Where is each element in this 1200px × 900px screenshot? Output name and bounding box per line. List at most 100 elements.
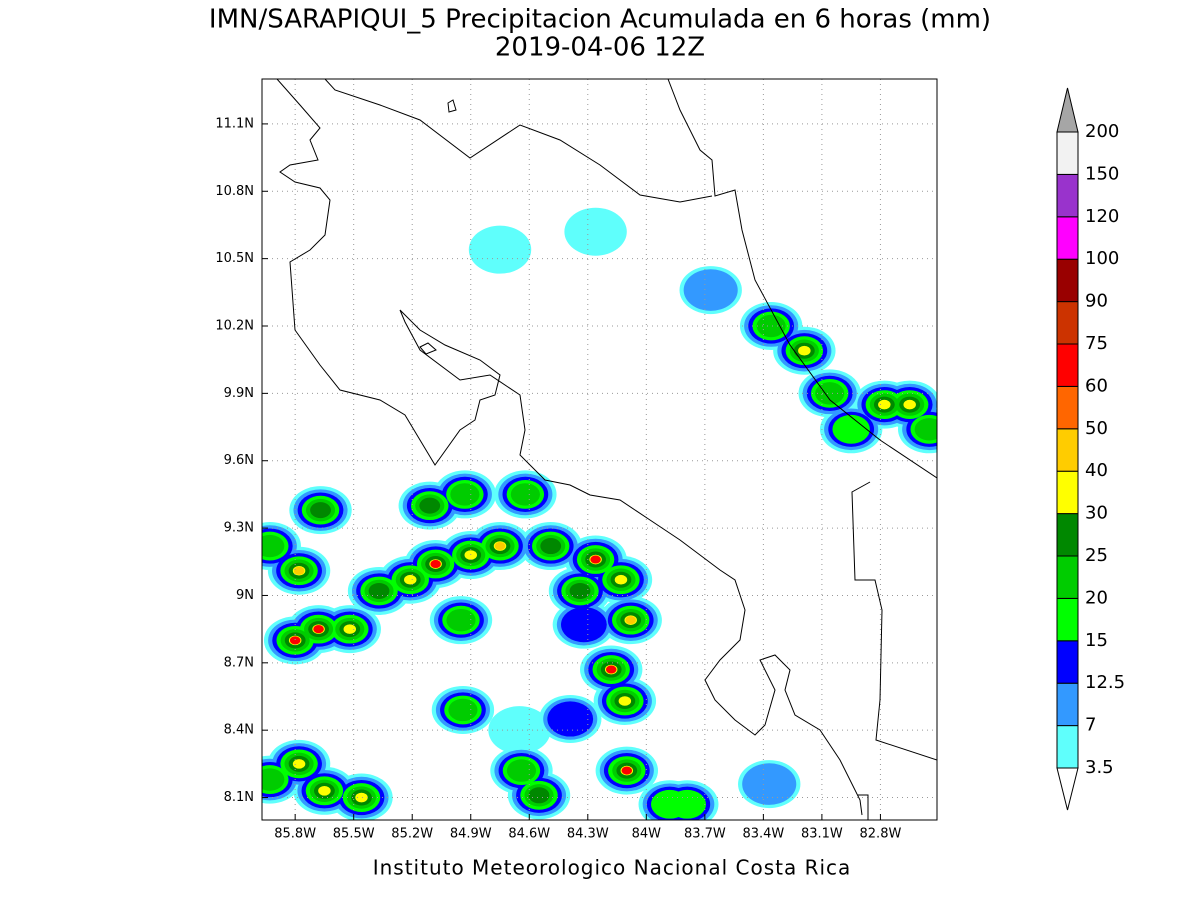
colorbar-label: 25 bbox=[1085, 545, 1108, 566]
precip-contour bbox=[614, 574, 628, 585]
precip-contour bbox=[450, 483, 480, 506]
coastlines bbox=[276, 79, 937, 820]
x-tick-label: 84.3W bbox=[567, 827, 609, 842]
x-tick-label: 84.9W bbox=[450, 827, 492, 842]
x-tick-label: 85.2W bbox=[391, 827, 433, 842]
precip-contour bbox=[368, 582, 390, 599]
y-tick-label: 8.4N bbox=[224, 723, 254, 738]
footer: Instituto Meteorologico Nacional Costa R… bbox=[373, 856, 852, 880]
colorbar: 3.5 7 12.5 15 20 25 30 40 50 60 75 90 100 120 150 200 bbox=[1056, 87, 1125, 811]
precip-contour bbox=[815, 382, 845, 405]
precip-contour bbox=[488, 706, 551, 755]
colorbar-label: 120 bbox=[1085, 206, 1119, 227]
colorbar-bin bbox=[1056, 555, 1079, 599]
y-tick-label: 8.7N bbox=[224, 655, 254, 670]
precip-contour bbox=[878, 399, 891, 410]
colorbar-label: 150 bbox=[1085, 163, 1119, 184]
colorbar-under bbox=[1056, 767, 1079, 811]
colorbar-bin bbox=[1056, 428, 1079, 472]
precip-contour bbox=[798, 345, 811, 356]
colorbar-bin bbox=[1056, 343, 1079, 387]
precip-contour bbox=[494, 542, 506, 551]
precip-contour bbox=[430, 560, 441, 569]
colorbar-bin bbox=[1056, 470, 1079, 515]
precip-contour bbox=[903, 399, 916, 410]
colorbar-bin bbox=[1056, 385, 1079, 430]
precip-contour bbox=[289, 636, 301, 645]
precip-contour bbox=[914, 418, 937, 441]
precip-contour bbox=[464, 550, 477, 560]
precip-contour bbox=[292, 759, 306, 769]
precip-contour bbox=[262, 534, 285, 558]
colorbar-bin bbox=[1056, 640, 1079, 684]
colorbar-label: 15 bbox=[1085, 630, 1108, 651]
y-tick-label: 8.1N bbox=[224, 790, 254, 805]
y-tick-label: 9.6N bbox=[224, 453, 254, 468]
y-tick-label: 10.2N bbox=[215, 319, 254, 334]
colorbar-bin bbox=[1056, 597, 1079, 642]
colorbar-label: 100 bbox=[1085, 248, 1119, 269]
precip-contour bbox=[313, 625, 324, 634]
colorbar-label: 75 bbox=[1085, 333, 1108, 354]
y-tick-label: 9.3N bbox=[224, 521, 254, 536]
colorbar-label: 3.5 bbox=[1085, 757, 1114, 778]
coastline bbox=[858, 794, 869, 820]
precip-contour bbox=[621, 766, 633, 775]
precip-contour bbox=[528, 787, 550, 804]
precip-contour bbox=[683, 269, 738, 311]
colorbar-bin bbox=[1056, 258, 1079, 303]
precip-contour bbox=[506, 759, 537, 782]
x-tick-label: 85.8W bbox=[274, 827, 316, 842]
colorbar-bin bbox=[1056, 131, 1079, 175]
colorbar-over bbox=[1056, 87, 1079, 133]
y-tick-label: 9N bbox=[236, 588, 254, 603]
coastline bbox=[276, 79, 863, 816]
colorbar-label: 40 bbox=[1085, 460, 1108, 481]
coastline bbox=[667, 79, 937, 479]
precip-contour bbox=[756, 314, 786, 338]
grid bbox=[262, 79, 937, 820]
colorbar-bin bbox=[1056, 301, 1079, 345]
y-tick-label: 10.8N bbox=[215, 184, 254, 199]
precip-contour bbox=[540, 538, 562, 555]
precip-contour bbox=[668, 789, 707, 819]
colorbar-label: 90 bbox=[1085, 291, 1108, 312]
y-tick-label: 11.1N bbox=[215, 116, 254, 131]
precip-contour bbox=[561, 607, 607, 643]
title: IMN/SARAPIQUI_5 Precipitacion Acumulada … bbox=[209, 5, 991, 35]
colorbar-label: 60 bbox=[1085, 375, 1108, 396]
colorbar-label: 50 bbox=[1085, 418, 1108, 439]
border bbox=[324, 79, 713, 203]
precip-contour bbox=[446, 608, 476, 632]
y-tick-label: 10.5N bbox=[215, 251, 254, 266]
lake bbox=[419, 99, 457, 355]
colorbar-label: 30 bbox=[1085, 503, 1108, 524]
colorbar-bin bbox=[1056, 725, 1079, 769]
precip-contour bbox=[468, 225, 532, 274]
precip-contour bbox=[404, 574, 417, 585]
x-tick-label: 83.1W bbox=[801, 827, 843, 842]
precip-contour bbox=[625, 616, 636, 625]
colorbar-label: 12.5 bbox=[1085, 672, 1125, 693]
precip-contour bbox=[618, 696, 632, 706]
x-tick-label: 83.4W bbox=[742, 827, 784, 842]
precip-contour bbox=[355, 792, 368, 803]
colorbar-label: 7 bbox=[1085, 715, 1096, 736]
precip-contour bbox=[448, 698, 478, 722]
x-tick-label: 84W bbox=[632, 827, 662, 842]
x-tick-label: 83.7W bbox=[684, 827, 726, 842]
colorbar-bin bbox=[1056, 173, 1079, 218]
border bbox=[851, 481, 937, 761]
colorbar-label: 200 bbox=[1085, 121, 1119, 142]
precip-contour bbox=[547, 701, 594, 737]
precip-contour bbox=[510, 483, 540, 506]
colorbar-label: 20 bbox=[1085, 587, 1108, 608]
colorbar-bin bbox=[1056, 682, 1079, 727]
colorbar-bin bbox=[1056, 513, 1079, 557]
precip-contour bbox=[569, 582, 591, 599]
x-tick-label: 84.6W bbox=[508, 827, 550, 842]
precip-contour bbox=[262, 768, 285, 791]
precip-contour bbox=[564, 207, 627, 256]
precip-contour bbox=[590, 555, 601, 564]
